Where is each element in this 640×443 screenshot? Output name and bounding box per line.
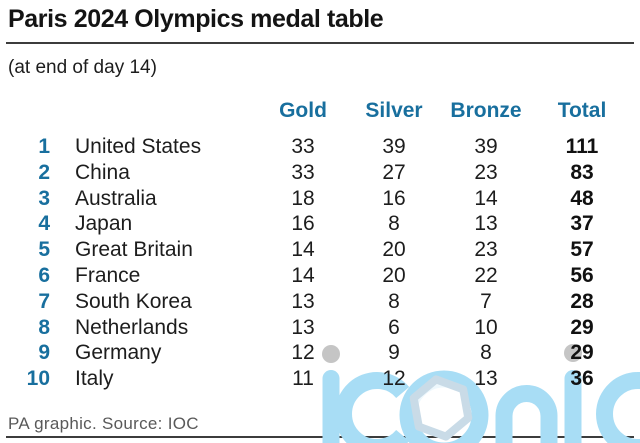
bronze-cell: 23 [474, 160, 498, 184]
rank-cell: 7 [38, 289, 50, 313]
total-cell: 83 [570, 160, 594, 184]
bronze-cell: 39 [474, 135, 498, 158]
bronze-cell: 14 [474, 186, 498, 210]
country-cell: Japan [75, 212, 133, 236]
country-cell: Great Britain [75, 238, 193, 262]
gold-cell: 14 [291, 263, 315, 287]
rank-cell: 5 [38, 238, 50, 262]
silver-cell: 20 [382, 263, 406, 287]
rank-cell: 8 [38, 315, 50, 339]
bronze-cell: 23 [474, 238, 498, 262]
table-row: 4 Japan 16 8 13 37 [8, 211, 632, 237]
page-title: Paris 2024 Olympics medal table [8, 5, 384, 33]
bronze-cell: 13 [474, 367, 498, 391]
total-cell: 36 [570, 367, 594, 391]
country-cell: France [75, 263, 141, 287]
gold-cell: 13 [291, 315, 315, 339]
gold-cell: 18 [291, 186, 315, 210]
header-spacer-rank [8, 99, 50, 123]
silver-cell: 16 [382, 186, 406, 210]
title-rule [6, 42, 634, 44]
total-cell: 29 [570, 315, 594, 339]
gold-cell: 11 [292, 367, 314, 391]
total-cell: 28 [570, 289, 594, 313]
table-row: 5 Great Britain 14 20 23 57 [8, 237, 632, 263]
silver-cell: 27 [382, 160, 406, 184]
total-cell: 57 [570, 238, 594, 262]
country-cell: Netherlands [75, 315, 189, 339]
rank-cell: 9 [38, 341, 50, 365]
col-header-bronze: Bronze [450, 99, 522, 122]
col-header-gold: Gold [279, 99, 327, 122]
gold-cell: 13 [291, 289, 315, 313]
footer-rule [6, 436, 634, 438]
silver-cell: 8 [388, 289, 400, 313]
total-cell: 56 [570, 263, 594, 287]
table-row: 8 Netherlands 13 6 10 29 [8, 315, 632, 341]
rank-cell: 1 [38, 135, 50, 158]
header-spacer-country [50, 99, 258, 123]
country-cell: Italy [75, 367, 114, 391]
country-cell: China [75, 160, 130, 184]
bronze-cell: 22 [474, 263, 498, 287]
medal-table-header: Gold Silver Bronze Total [8, 99, 632, 123]
silver-cell: 20 [382, 238, 406, 262]
gold-cell: 12 [291, 341, 315, 365]
silver-cell: 39 [382, 135, 406, 158]
table-row: 10 Italy 11 12 13 36 [8, 366, 632, 392]
table-row: 6 France 14 20 22 56 [8, 263, 632, 289]
bronze-cell: 13 [474, 212, 498, 236]
rank-cell: 2 [38, 160, 50, 184]
bronze-cell: 10 [474, 315, 498, 339]
silver-cell: 12 [382, 367, 406, 391]
footer-credit: PA graphic. Source: IOC [8, 414, 199, 433]
rank-cell: 4 [38, 212, 50, 236]
table-row: 2 China 33 27 23 83 [8, 160, 632, 186]
table-row: 7 South Korea 13 8 7 28 [8, 289, 632, 315]
total-cell: 111 [565, 135, 599, 158]
country-cell: Australia [75, 186, 157, 210]
table-row: 1 United States 33 39 39 111 [8, 134, 632, 160]
rank-cell: 6 [38, 263, 50, 287]
medal-table-rows: 1 United States 33 39 39 111 2 China 33 … [8, 134, 632, 392]
gold-cell: 33 [291, 135, 315, 158]
country-cell: Germany [75, 341, 162, 365]
rank-cell: 3 [38, 186, 50, 210]
col-header-total: Total [557, 99, 607, 122]
table-row: 9 Germany 12 9 8 29 [8, 340, 632, 366]
silver-cell: 9 [388, 341, 400, 365]
subtitle: (at end of day 14) [8, 57, 157, 78]
total-cell: 29 [570, 341, 594, 365]
country-cell: South Korea [75, 289, 192, 313]
gold-cell: 33 [291, 160, 315, 184]
silver-cell: 8 [388, 212, 400, 236]
silver-cell: 6 [388, 315, 400, 339]
total-cell: 37 [570, 212, 594, 236]
bronze-cell: 8 [480, 341, 492, 365]
gold-cell: 14 [291, 238, 315, 262]
rank-cell: 10 [26, 367, 50, 391]
col-header-silver: Silver [365, 99, 423, 122]
table-row: 3 Australia 18 16 14 48 [8, 186, 632, 212]
total-cell: 48 [570, 186, 594, 210]
country-cell: United States [75, 135, 202, 158]
bronze-cell: 7 [480, 289, 492, 313]
gold-cell: 16 [291, 212, 315, 236]
